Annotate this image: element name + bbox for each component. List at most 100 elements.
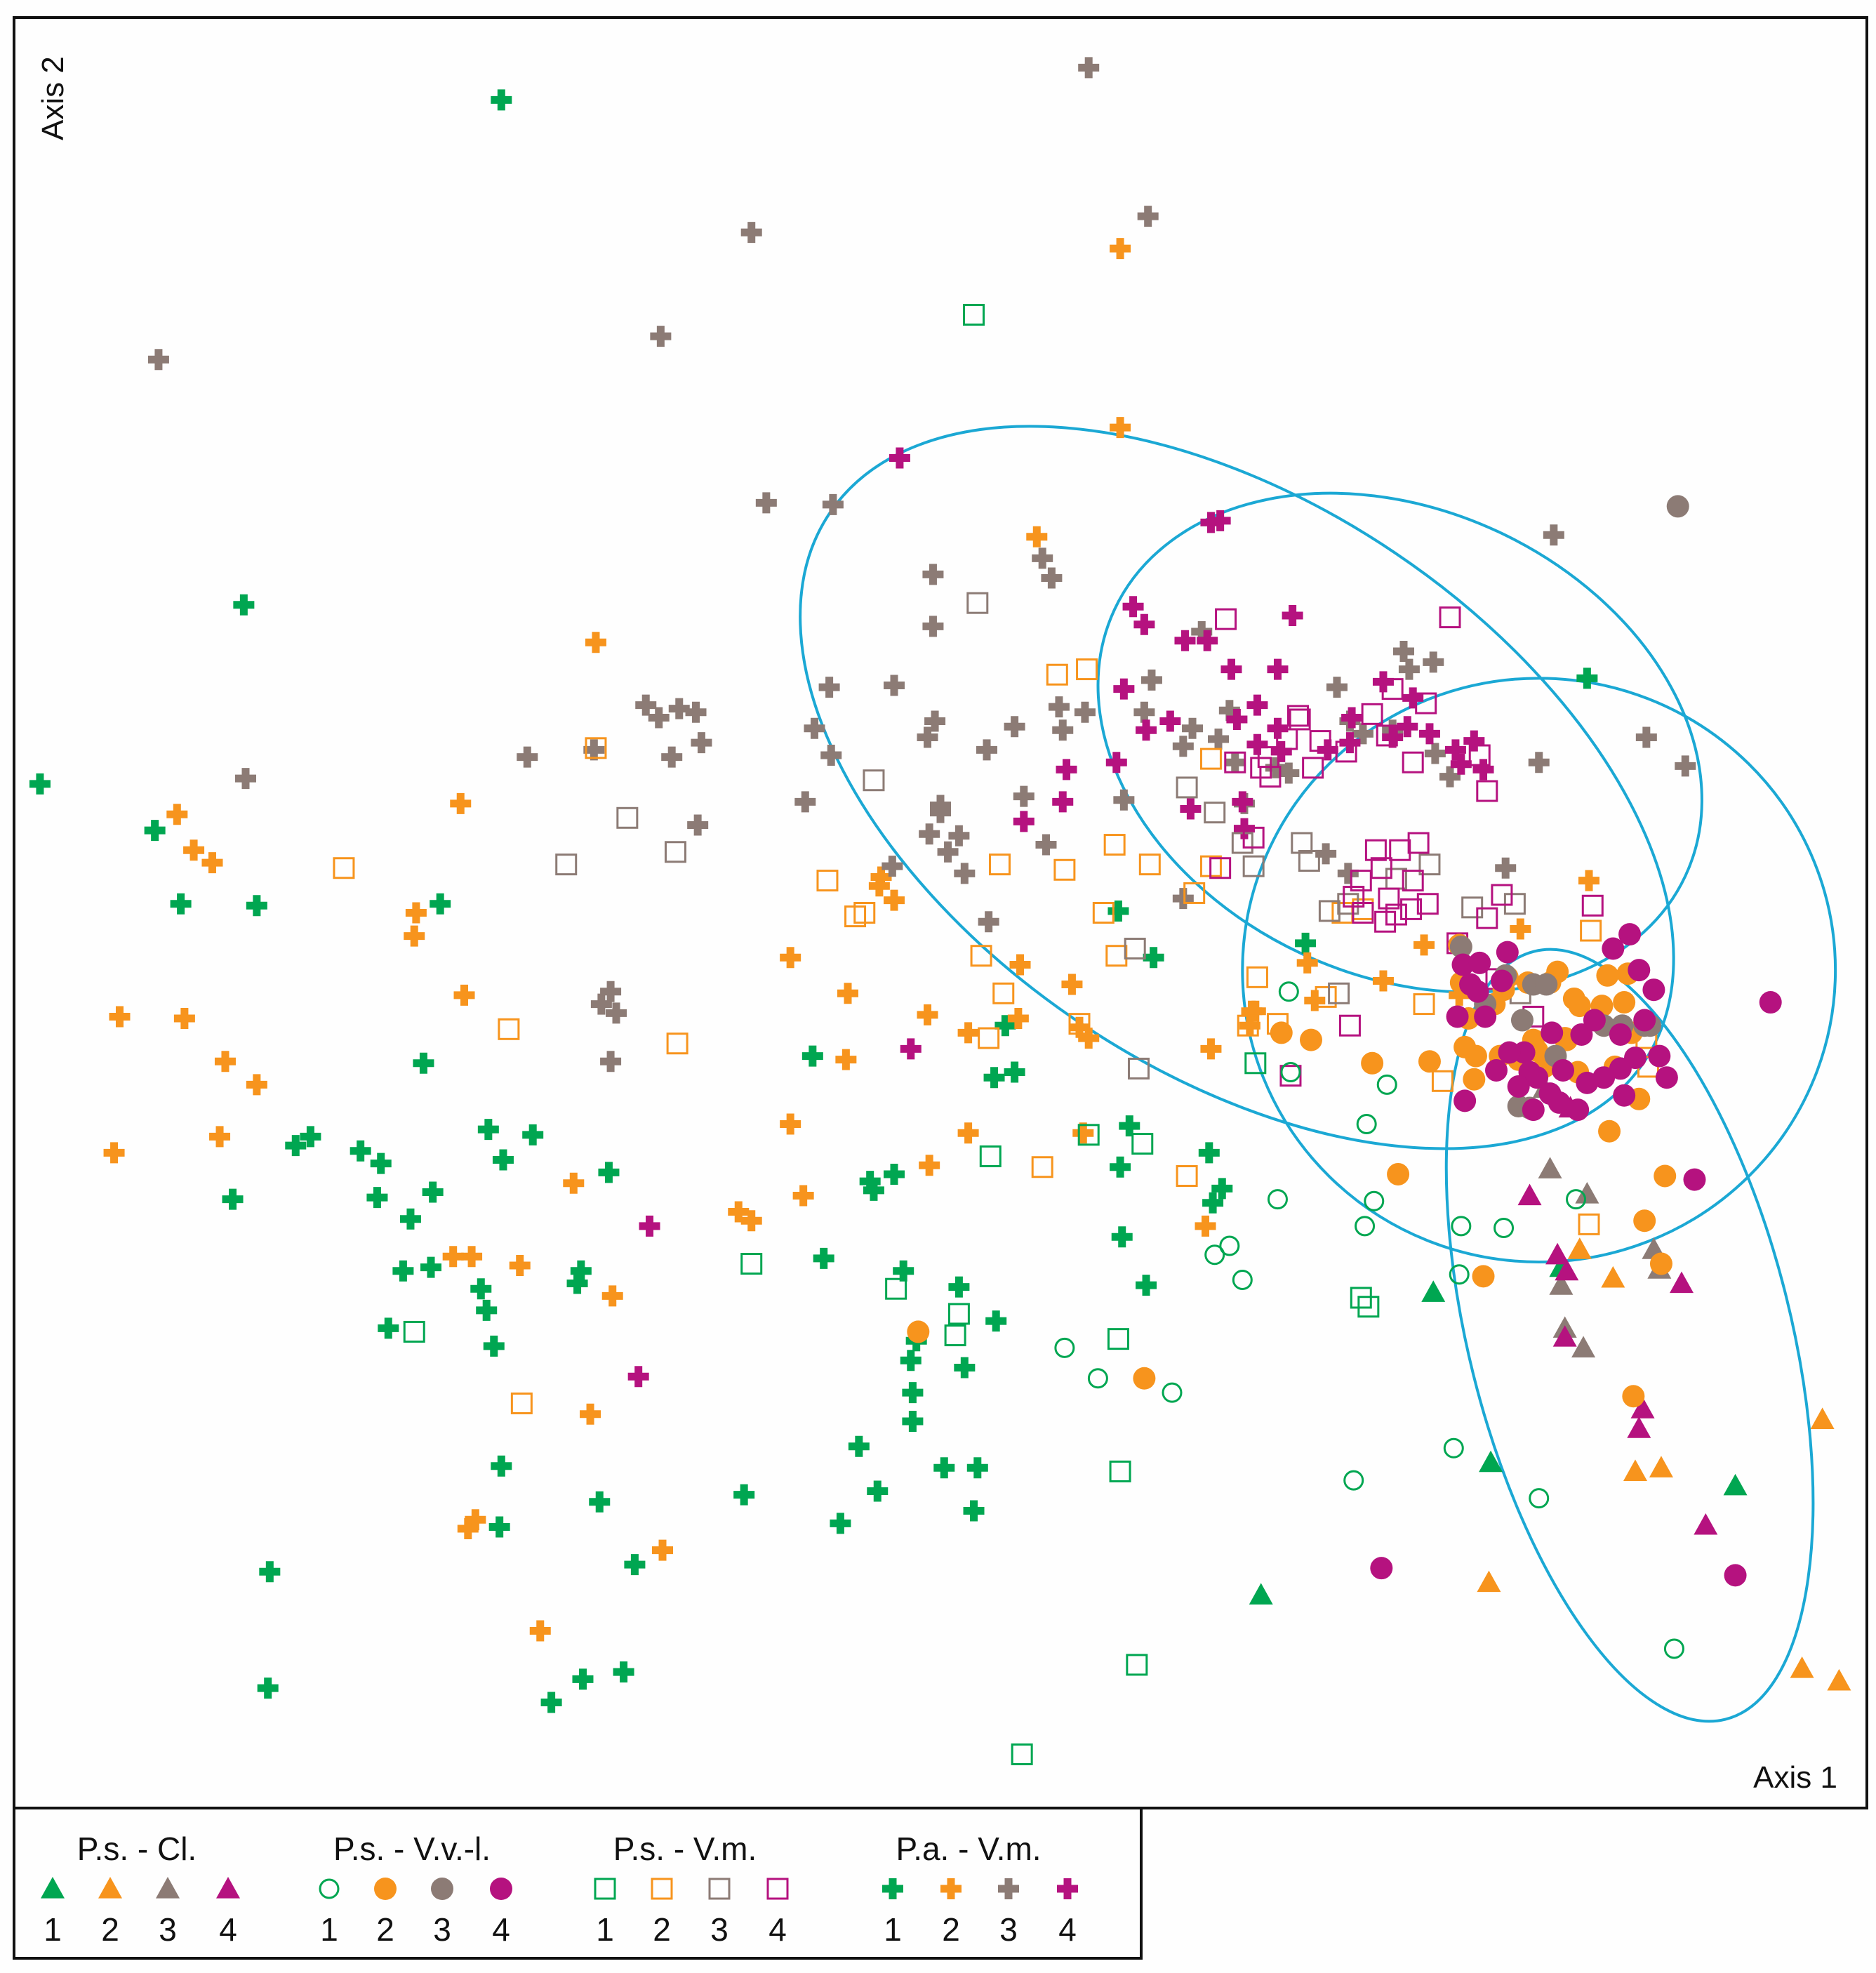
data-point bbox=[1790, 1656, 1814, 1678]
data-point bbox=[1538, 1082, 1562, 1105]
data-point bbox=[1376, 1074, 1397, 1095]
data-point bbox=[1609, 1057, 1632, 1080]
data-point bbox=[1267, 1189, 1288, 1210]
data-point bbox=[893, 1260, 914, 1282]
data-point bbox=[476, 1299, 498, 1321]
data-point bbox=[1041, 567, 1063, 589]
data-point bbox=[668, 698, 690, 719]
data-point bbox=[498, 1018, 520, 1040]
data-point bbox=[1724, 1564, 1747, 1587]
data-point bbox=[1528, 752, 1550, 773]
data-point bbox=[648, 707, 670, 729]
data-point bbox=[1423, 651, 1444, 673]
data-point bbox=[1474, 1005, 1497, 1028]
data-point bbox=[566, 1273, 588, 1294]
legend-marker bbox=[1057, 1878, 1078, 1899]
data-point bbox=[1575, 1182, 1599, 1204]
data-point bbox=[1476, 780, 1498, 802]
data-point bbox=[1215, 608, 1237, 630]
data-point bbox=[844, 905, 867, 928]
data-point bbox=[1239, 1015, 1260, 1037]
data-point bbox=[1105, 945, 1128, 967]
data-point bbox=[666, 1032, 688, 1055]
data-point bbox=[1304, 990, 1326, 1011]
data-point bbox=[1633, 1209, 1656, 1233]
data-point bbox=[1413, 934, 1435, 956]
data-point bbox=[1663, 1638, 1684, 1659]
data-point bbox=[1543, 524, 1564, 546]
data-point bbox=[616, 806, 639, 829]
data-point bbox=[1468, 744, 1491, 766]
data-point bbox=[1159, 710, 1181, 732]
data-point bbox=[1443, 1437, 1464, 1459]
data-point bbox=[246, 1074, 267, 1096]
data-point bbox=[1382, 726, 1404, 748]
data-point bbox=[687, 814, 709, 836]
legend: P.s. - Cl. P.s. - V.v.-l. P.s. - V.m. P.… bbox=[13, 1807, 1143, 1960]
data-point bbox=[816, 870, 839, 892]
data-point bbox=[867, 1480, 889, 1502]
data-point bbox=[1076, 658, 1098, 681]
data-point bbox=[1393, 641, 1414, 663]
data-point bbox=[863, 769, 885, 792]
data-point bbox=[1199, 748, 1222, 770]
data-point bbox=[1031, 1156, 1053, 1178]
data-point bbox=[1013, 785, 1035, 807]
data-point bbox=[1191, 620, 1213, 642]
data-point bbox=[606, 1002, 627, 1024]
data-point bbox=[1113, 789, 1135, 811]
legend-number: 2 bbox=[101, 1911, 119, 1948]
data-point bbox=[491, 89, 512, 111]
data-point bbox=[1627, 1416, 1651, 1438]
data-point bbox=[900, 1038, 922, 1060]
legend-group-title: P.a. - V.m. bbox=[896, 1831, 1041, 1867]
data-point bbox=[1237, 1014, 1259, 1037]
data-point bbox=[1449, 1264, 1470, 1285]
data-point bbox=[598, 1162, 620, 1183]
data-point bbox=[1232, 791, 1253, 813]
data-point bbox=[917, 1004, 938, 1025]
data-point bbox=[1541, 1021, 1564, 1044]
data-point bbox=[1335, 740, 1357, 763]
data-point bbox=[740, 1210, 762, 1232]
legend-marker bbox=[490, 1878, 512, 1900]
data-point bbox=[1068, 1013, 1091, 1035]
data-point bbox=[461, 1246, 483, 1268]
data-point bbox=[1552, 1058, 1575, 1082]
data-point bbox=[1490, 969, 1513, 992]
legend-number: 2 bbox=[376, 1911, 394, 1948]
data-point bbox=[792, 1185, 814, 1207]
data-point bbox=[1318, 900, 1341, 922]
data-point bbox=[728, 1201, 750, 1223]
data-point bbox=[1341, 707, 1363, 729]
data-point bbox=[801, 1045, 823, 1067]
data-point bbox=[884, 675, 905, 696]
data-point bbox=[1566, 1098, 1590, 1122]
data-point bbox=[1279, 1065, 1302, 1087]
data-point bbox=[144, 820, 166, 842]
data-point bbox=[884, 1163, 905, 1185]
data-point bbox=[1723, 1473, 1748, 1496]
data-point bbox=[1649, 1252, 1672, 1275]
legend-number: 3 bbox=[433, 1911, 451, 1948]
data-point bbox=[563, 1172, 585, 1194]
data-point bbox=[1209, 510, 1231, 531]
data-point bbox=[1007, 1008, 1029, 1030]
data-point bbox=[170, 893, 192, 915]
data-point bbox=[583, 739, 605, 761]
data-point bbox=[1675, 755, 1696, 777]
data-point bbox=[966, 1457, 988, 1479]
data-point bbox=[1400, 898, 1423, 920]
data-point bbox=[1350, 870, 1372, 892]
data-point bbox=[970, 945, 992, 967]
data-point bbox=[1545, 1242, 1570, 1265]
data-point bbox=[957, 1122, 979, 1144]
data-point bbox=[1013, 811, 1035, 832]
data-point bbox=[1035, 834, 1057, 856]
data-point bbox=[492, 1149, 514, 1171]
legend-number: 1 bbox=[596, 1911, 614, 1948]
data-point bbox=[1402, 687, 1424, 709]
data-point bbox=[420, 1256, 441, 1278]
data-point bbox=[966, 592, 989, 614]
data-point bbox=[1494, 1217, 1515, 1238]
